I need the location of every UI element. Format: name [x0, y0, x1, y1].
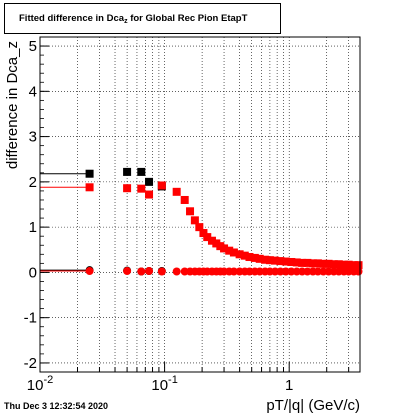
- data-point-square: [123, 167, 132, 176]
- y-tick-label: 1: [29, 219, 37, 236]
- data-point-square: [334, 260, 343, 269]
- data-point-square: [329, 260, 338, 269]
- data-point-square: [261, 255, 270, 264]
- data-point-square: [313, 259, 322, 268]
- data-point-square: [212, 239, 221, 248]
- data-point-square: [157, 181, 166, 190]
- chart-title: Fitted difference in Dcaz for Global Rec…: [19, 13, 248, 25]
- y-axis-title: difference in Dca_z: [4, 41, 21, 169]
- data-point-circle: [123, 267, 132, 276]
- data-point-circle: [157, 267, 166, 276]
- data-point-square: [298, 258, 307, 267]
- data-point-square: [220, 244, 229, 253]
- data-point-circle: [145, 267, 154, 276]
- data-point-square: [303, 258, 312, 267]
- data-point-square: [344, 260, 353, 269]
- data-point-square: [240, 251, 249, 260]
- data-point-circle: [172, 267, 181, 276]
- data-point-square: [324, 259, 333, 268]
- x-tick-label: 10-2: [27, 374, 53, 394]
- data-point-square: [195, 223, 204, 232]
- y-tick-label: 2: [29, 174, 37, 191]
- data-point-square: [137, 184, 146, 193]
- x-axis-title: pT/|q| (GeV/c): [266, 397, 360, 414]
- data-point-square: [186, 207, 195, 216]
- data-point-square: [229, 248, 238, 257]
- data-point-square: [245, 253, 254, 262]
- data-point-square: [85, 169, 94, 178]
- data-point-circle: [354, 267, 363, 276]
- axis-ticks: -2 -1 0 1 2 3 4 5 10-2 10-1 1: [24, 38, 350, 394]
- y-tick-label: 5: [29, 38, 37, 55]
- data-point-square: [255, 254, 264, 263]
- chart-title-box: Fitted difference in Dcaz for Global Rec…: [4, 3, 281, 34]
- grid-lines: [39, 37, 360, 372]
- data-point-square: [250, 253, 259, 262]
- timestamp-footer: Thu Dec 3 12:32:54 2020: [4, 401, 109, 411]
- data-point-circle: [85, 267, 94, 276]
- data-point-square: [145, 190, 154, 199]
- y-tick-label: -1: [24, 310, 37, 327]
- series-group: [40, 267, 363, 276]
- data-point-circle: [137, 267, 146, 276]
- data-point-circle: [229, 267, 238, 276]
- plot-frame: [39, 36, 361, 373]
- series-group: [40, 181, 363, 270]
- data-series: [40, 167, 363, 276]
- data-point-square: [235, 250, 244, 259]
- data-point-square: [292, 258, 301, 267]
- data-point-square: [172, 187, 181, 196]
- data-point-square: [339, 260, 348, 269]
- y-tick-label: 3: [29, 129, 37, 146]
- data-point-circle: [281, 267, 290, 276]
- data-point-square: [207, 236, 216, 245]
- x-tick-label: 1: [285, 377, 293, 394]
- data-point-square: [349, 261, 358, 270]
- y-tick-label: 4: [29, 83, 37, 100]
- data-point-square: [199, 229, 208, 238]
- data-point-square: [265, 256, 274, 265]
- data-point-square: [276, 257, 285, 266]
- data-point-square: [123, 184, 132, 193]
- data-point-square: [271, 256, 280, 265]
- data-point-square: [145, 177, 154, 186]
- y-tick-label: -2: [24, 355, 37, 372]
- data-point-square: [203, 233, 212, 242]
- data-point-square: [180, 195, 189, 204]
- data-point-square: [190, 216, 199, 225]
- data-point-square: [319, 259, 328, 268]
- data-point-square: [287, 257, 296, 266]
- data-point-square: [281, 257, 290, 266]
- data-point-square: [137, 167, 146, 176]
- data-point-square: [225, 246, 234, 255]
- data-point-circle: [303, 267, 312, 276]
- data-point-square: [354, 261, 363, 270]
- y-tick-label: 0: [29, 264, 37, 281]
- data-point-square: [308, 259, 317, 268]
- data-point-square: [85, 183, 94, 192]
- x-tick-label: 10-1: [151, 374, 177, 394]
